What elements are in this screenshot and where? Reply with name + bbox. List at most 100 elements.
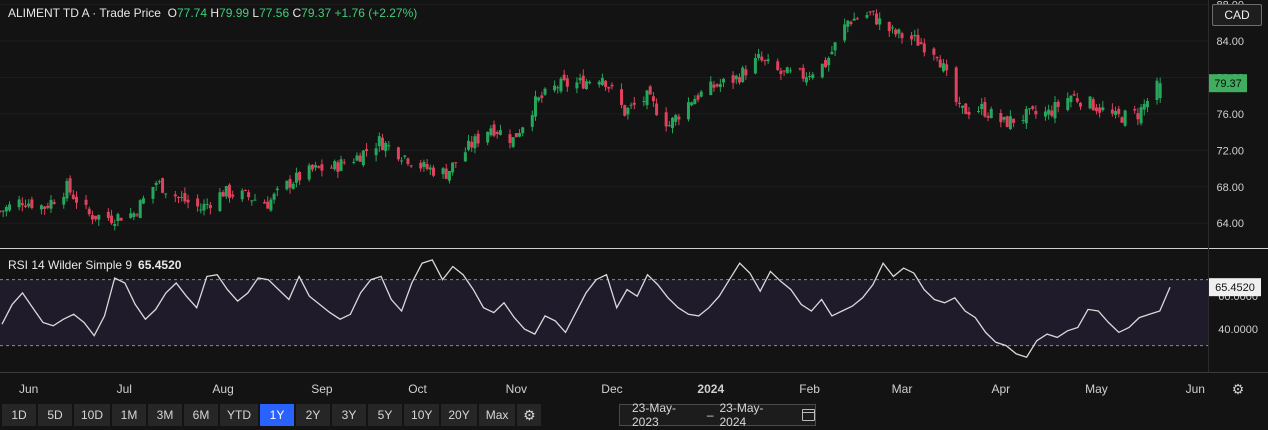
candle <box>878 12 882 31</box>
range-button-3y[interactable]: 3Y <box>332 404 367 426</box>
candle <box>1098 103 1102 118</box>
candle <box>760 51 764 63</box>
candle <box>1069 94 1073 108</box>
range-button-6m[interactable]: 6M <box>184 404 219 426</box>
candle <box>68 175 72 196</box>
range-button-10d[interactable]: 10D <box>74 404 111 426</box>
candle <box>910 31 914 46</box>
candle <box>957 96 961 108</box>
candle <box>119 217 123 221</box>
time-tick-label: Jun <box>19 382 38 396</box>
candle <box>712 80 716 92</box>
close-label: C <box>292 6 302 20</box>
range-button-max[interactable]: Max <box>478 404 516 426</box>
candle <box>253 193 257 201</box>
candle <box>320 159 324 177</box>
candle <box>779 67 783 80</box>
candle <box>180 191 184 202</box>
candle <box>1158 77 1162 103</box>
range-button-1y[interactable]: 1Y <box>260 404 295 426</box>
date-range-picker[interactable]: 23-May-2023 – 23-May-2024 <box>619 401 816 429</box>
candle <box>718 78 722 92</box>
candle <box>1 210 5 218</box>
candle <box>941 58 945 73</box>
candle <box>916 28 920 46</box>
candle <box>240 188 244 202</box>
candle <box>798 67 802 71</box>
range-button-2y[interactable]: 2Y <box>296 404 331 426</box>
candle <box>1008 110 1012 131</box>
candle <box>400 157 404 165</box>
candle <box>913 29 917 42</box>
candle <box>533 90 537 121</box>
candle <box>52 199 56 205</box>
candle <box>285 180 289 191</box>
candle <box>623 104 627 117</box>
candle <box>419 159 423 172</box>
candle <box>753 53 757 75</box>
range-button-10y[interactable]: 10Y <box>404 404 440 426</box>
currency-selector[interactable]: CAD <box>1212 4 1262 26</box>
range-button-ytd[interactable]: YTD <box>220 404 259 426</box>
candle <box>581 69 585 90</box>
candle <box>218 187 222 213</box>
candle <box>1136 108 1140 126</box>
candle <box>97 214 101 227</box>
candle <box>776 58 780 72</box>
candle <box>1114 106 1118 119</box>
candle <box>919 37 923 45</box>
candle <box>543 87 547 96</box>
candle <box>518 129 522 138</box>
candle <box>202 199 206 216</box>
candle <box>110 209 114 225</box>
candle <box>648 84 652 95</box>
low-label: L <box>252 6 260 20</box>
candle <box>830 46 834 55</box>
candle <box>788 67 792 74</box>
range-settings-icon[interactable]: ⚙ <box>517 404 542 426</box>
candle <box>132 211 136 221</box>
candle <box>664 107 668 132</box>
candle <box>954 65 958 106</box>
candle <box>4 205 8 217</box>
candle <box>977 106 981 114</box>
candle <box>521 126 525 137</box>
range-button-20y[interactable]: 20Y <box>441 404 477 426</box>
candle <box>584 78 588 90</box>
rsi-band-fill <box>0 279 1208 346</box>
range-button-3m[interactable]: 3M <box>148 404 183 426</box>
range-button-5d[interactable]: 5D <box>38 404 72 426</box>
candle <box>463 147 467 162</box>
chart-settings-icon[interactable]: ⚙ <box>1231 381 1245 397</box>
candle <box>358 152 362 162</box>
candle <box>1021 114 1025 124</box>
candle <box>231 190 235 200</box>
candle <box>986 112 990 122</box>
low-value: 77.56 <box>259 6 290 20</box>
rsi-label: RSI 14 Wilder Simple 9 <box>8 258 133 272</box>
candle <box>824 57 828 69</box>
candle <box>314 161 318 171</box>
range-button-5y[interactable]: 5Y <box>368 404 403 426</box>
candle <box>43 205 47 215</box>
candle <box>199 203 203 214</box>
range-button-1d[interactable]: 1D <box>2 404 36 426</box>
candle <box>275 186 279 197</box>
candle <box>396 146 400 162</box>
rsi-legend: RSI 14 Wilder Simple 9 65.4520 <box>8 258 181 272</box>
rsi-last-badge <box>1209 278 1261 297</box>
range-button-1m[interactable]: 1M <box>112 404 147 426</box>
candle <box>667 120 671 127</box>
candle <box>686 97 690 122</box>
candle <box>757 48 761 61</box>
candle <box>1034 105 1038 119</box>
candle <box>1031 105 1035 111</box>
price-tick-label: 76.00 <box>1216 109 1244 121</box>
candle <box>1050 105 1054 118</box>
candle <box>514 132 518 138</box>
candle <box>508 129 512 149</box>
candle <box>0 210 2 214</box>
candle <box>365 143 369 157</box>
calendar-icon <box>802 409 816 421</box>
candle <box>94 215 98 222</box>
